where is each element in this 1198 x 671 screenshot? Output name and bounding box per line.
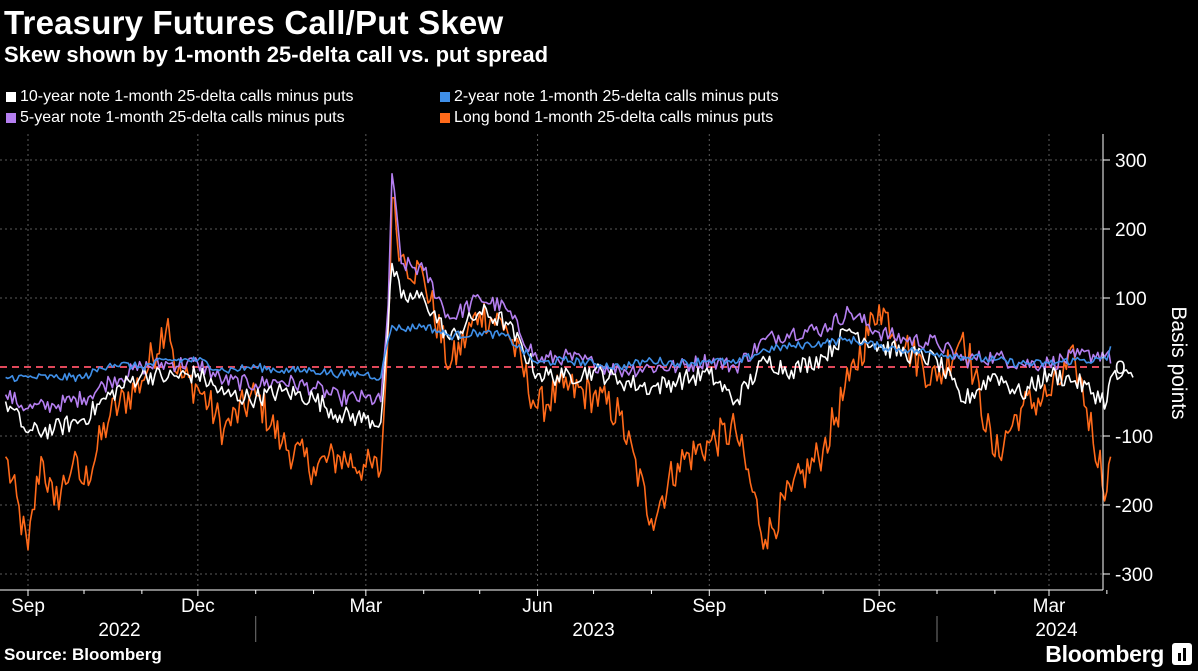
x-tick-label: Dec — [862, 596, 896, 617]
x-year-label: 2023 — [572, 620, 614, 641]
x-year-label: 2022 — [98, 620, 140, 641]
y-axis-title: Basis points — [1167, 306, 1190, 419]
series-line-two-year — [5, 323, 1112, 383]
x-tick-label: Mar — [349, 596, 382, 617]
series-line-five-year — [4, 173, 1112, 413]
legend-item-long-bond: Long bond 1-month 25-delta calls minus p… — [440, 107, 773, 128]
legend-item-two-year: 2-year note 1-month 25-delta calls minus… — [440, 86, 779, 107]
x-tick-label: Sep — [692, 596, 726, 617]
axes: 300 200 100 0 -100 -200 -300 Sep Dec Mar Jun Sep Dec… — [0, 134, 1190, 642]
grid-lines — [0, 134, 1103, 590]
y-tick-label: 200 — [1115, 220, 1147, 241]
y-tick-label: -100 — [1115, 427, 1153, 448]
legend-swatch-two-year — [440, 91, 450, 102]
legend: 10-year note 1-month 25-delta calls minu… — [6, 86, 789, 128]
source-note: Source: Bloomberg — [4, 645, 162, 664]
legend-item-ten-year: 10-year note 1-month 25-delta calls minu… — [6, 86, 430, 107]
x-tick-label: Dec — [181, 596, 215, 617]
legend-swatch-five-year — [6, 112, 16, 123]
x-year-label: 2024 — [1035, 620, 1078, 641]
brand-logo: Bloomberg — [1045, 641, 1164, 667]
y-tick-label: 100 — [1115, 289, 1147, 310]
brand-chart-icon — [1172, 643, 1192, 665]
series-line-long-bond — [4, 196, 1112, 551]
chart-title: Treasury Futures Call/Put Skew — [4, 4, 504, 41]
legend-item-five-year: 5-year note 1-month 25-delta calls minus… — [6, 107, 430, 128]
legend-label-ten-year: 10-year note 1-month 25-delta calls minu… — [20, 88, 354, 105]
legend-label-five-year: 5-year note 1-month 25-delta calls minus… — [20, 109, 345, 126]
y-tick-label: -300 — [1115, 565, 1153, 586]
y-tick-label: 0 — [1115, 358, 1126, 379]
y-tick-label: 300 — [1115, 151, 1147, 172]
legend-swatch-long-bond — [440, 112, 450, 123]
series-line-ten-year — [4, 262, 1134, 440]
series-lines — [0, 173, 1134, 551]
x-tick-label: Jun — [522, 596, 553, 617]
x-tick-label: Sep — [11, 596, 45, 617]
x-tick-label: Mar — [1033, 596, 1066, 617]
chart-subtitle: Skew shown by 1-month 25-delta call vs. … — [4, 42, 549, 67]
legend-swatch-ten-year — [6, 91, 16, 102]
legend-label-two-year: 2-year note 1-month 25-delta calls minus… — [454, 88, 779, 105]
legend-label-long-bond: Long bond 1-month 25-delta calls minus p… — [454, 109, 774, 126]
y-tick-label: -200 — [1115, 496, 1153, 517]
